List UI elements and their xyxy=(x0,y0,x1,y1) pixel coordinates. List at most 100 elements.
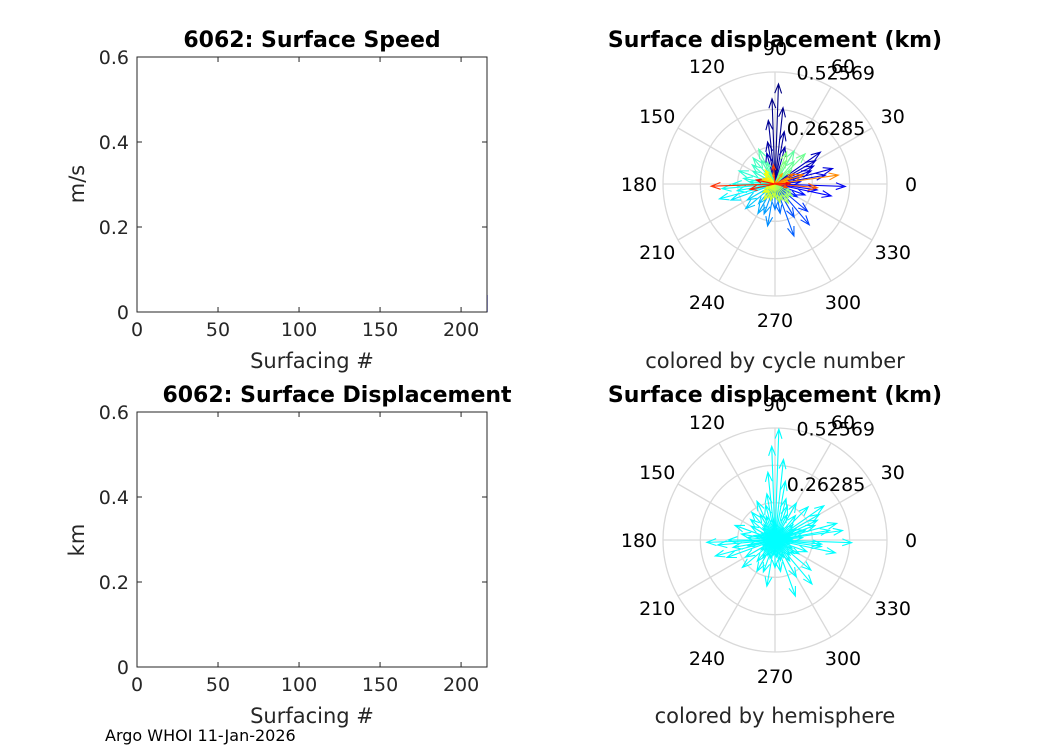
polar-hemisphere-arrow xyxy=(774,427,783,541)
polar-cycle-angle-label: 90 xyxy=(763,38,787,60)
polar-cycle-angle-label: 210 xyxy=(639,242,675,264)
displacement-x-tick-label: 100 xyxy=(281,674,317,696)
polar-hemisphere-arrow xyxy=(764,539,776,588)
polar-hemisphere-angle-label: 30 xyxy=(881,462,905,484)
polar-cycle-arrow xyxy=(774,82,783,185)
polar-hemisphere-arrow xyxy=(774,523,795,541)
polar-hemisphere-arrow xyxy=(761,539,776,559)
speed-x-tick-label: 50 xyxy=(206,319,230,341)
polar-hemisphere-arrow xyxy=(752,534,776,541)
polar-hemisphere-labels: 0 30 60 90 120 150 180 210 240 270 300 330 0.26285 0.… xyxy=(621,394,917,688)
polar-cycle-arrow xyxy=(774,183,790,205)
speed-x-axis-label: Surfacing # xyxy=(250,349,374,373)
speed-y-axis-label: m/s xyxy=(65,165,89,203)
polar-hemisphere-arrow xyxy=(774,539,794,549)
polar-cycle-chart: Surface displacement (km) 0 30 60 90 120 150 1… xyxy=(608,28,942,373)
speed-y-tick-label: 0.2 xyxy=(99,217,129,239)
speed-x-tick-label: 150 xyxy=(362,319,398,341)
polar-cycle-angle-label: 240 xyxy=(689,292,725,314)
polar-cycle-arrow xyxy=(774,169,793,185)
polar-cycle-arrow xyxy=(766,160,776,185)
polar-hemisphere-arrows xyxy=(705,427,854,598)
polar-cycle-angle-label: 180 xyxy=(621,174,657,196)
polar-cycle-labels: 0 30 60 90 120 150 180 210 240 270 300 330 0.26285 0.… xyxy=(621,38,917,332)
polar-hemisphere-arrow xyxy=(725,539,776,559)
polar-hemisphere-chart: Surface displacement (km) 0 30 60 90 120 150 1… xyxy=(608,383,942,728)
polar-hemisphere-angle-label: 60 xyxy=(831,412,855,434)
polar-hemisphere-arrow xyxy=(774,526,785,541)
speed-x-tick-label: 200 xyxy=(443,319,479,341)
polar-cycle-angle-label: 0 xyxy=(905,174,917,196)
speed-axes: 0 50 100 150 200 0 0.2 0.4 0.6 xyxy=(99,47,488,341)
polar-hemisphere-arrow xyxy=(768,539,776,561)
polar-hemisphere-arrow xyxy=(741,539,776,569)
footer-text: Argo WHOI 11-Jan-2026 xyxy=(105,726,296,745)
polar-hemisphere-arrow xyxy=(774,539,782,563)
polar-cycle-arrows xyxy=(709,82,847,238)
polar-cycle-arrow xyxy=(774,173,796,185)
polar-hemisphere-arrow xyxy=(768,444,776,541)
polar-cycle-radius-label: 0.26285 xyxy=(787,118,866,140)
polar-hemisphere-angle-label: 90 xyxy=(763,394,787,416)
polar-hemisphere-arrow xyxy=(774,529,807,541)
polar-hemisphere-arrow xyxy=(774,522,839,541)
speed-x-tick-label: 0 xyxy=(131,319,143,341)
polar-hemisphere-arrow xyxy=(774,504,826,541)
speed-chart-title: 6062: Surface Speed xyxy=(183,28,440,53)
displacement-plot-frame xyxy=(136,411,488,668)
polar-cycle-arrow xyxy=(774,183,789,189)
polar-hemisphere-arrow xyxy=(774,479,788,541)
displacement-x-tick-label: 200 xyxy=(443,674,479,696)
polar-hemisphere-angle-label: 330 xyxy=(875,598,911,620)
polar-cycle-angle-label: 150 xyxy=(639,106,675,128)
polar-cycle-angle-label: 300 xyxy=(825,292,861,314)
polar-hemisphere-title: Surface displacement (km) xyxy=(608,383,942,408)
polar-cycle-angle-label: 330 xyxy=(875,242,911,264)
polar-cycle-arrow xyxy=(774,183,782,205)
polar-hemisphere-arrow xyxy=(774,537,794,542)
polar-cycle-arrow xyxy=(774,182,820,191)
speed-plot-frame xyxy=(136,56,488,313)
speed-y-tick-label: 0.4 xyxy=(99,132,129,154)
speed-bar-chart: 6062: Surface Speed 0 50 100 150 20000.20.40… xyxy=(65,28,488,373)
polar-hemisphere-arrow xyxy=(774,539,824,548)
polar-cycle-arrow xyxy=(774,149,795,185)
speed-y-tick-label: 0 xyxy=(117,302,129,324)
displacement-y-tick-label: 0.6 xyxy=(99,402,129,424)
polar-hemisphere-arrow xyxy=(770,517,777,541)
polar-hemisphere-arrow xyxy=(774,497,788,541)
polar-hemisphere-angle-label: 150 xyxy=(639,462,675,484)
polar-hemisphere-arrow xyxy=(774,457,787,541)
polar-hemisphere-arrow xyxy=(774,539,796,598)
polar-hemisphere-arrow xyxy=(774,539,814,586)
polar-hemisphere-caption: colored by hemisphere xyxy=(655,704,896,728)
speed-y-tick-label: 0.6 xyxy=(99,47,129,69)
polar-hemisphere-angle-label: 300 xyxy=(825,648,861,670)
polar-hemisphere-arrow xyxy=(774,527,845,541)
polar-cycle-caption: colored by cycle number xyxy=(645,349,905,373)
displacement-y-axis-label: km xyxy=(65,524,89,557)
polar-cycle-arrow xyxy=(737,170,776,185)
polar-hemisphere-angle-label: 240 xyxy=(689,648,725,670)
polar-hemisphere-arrow xyxy=(774,505,810,541)
polar-cycle-angle-label: 60 xyxy=(831,56,855,78)
polar-cycle-arrow xyxy=(774,152,807,185)
polar-hemisphere-arrow xyxy=(765,514,776,541)
polar-cycle-arrow xyxy=(771,163,777,185)
displacement-bar-chart: 6062: Surface Displacement 0 50 100 150 2000… xyxy=(65,383,512,728)
polar-hemisphere-radius-label: 0.52569 xyxy=(796,419,875,441)
polar-cycle-arrow xyxy=(774,181,792,186)
polar-hemisphere-arrow xyxy=(705,538,776,547)
polar-hemisphere-angle-label: 180 xyxy=(621,530,657,552)
polar-hemisphere-angle-label: 210 xyxy=(639,598,675,620)
polar-cycle-arrow xyxy=(774,183,794,198)
displacement-x-tick-label: 150 xyxy=(362,674,398,696)
polar-cycle-arrow xyxy=(774,129,787,185)
polar-cycle-arrow xyxy=(754,178,776,185)
polar-cycle-angle-label: 270 xyxy=(757,310,793,332)
polar-cycle-arrow xyxy=(774,172,784,185)
polar-hemisphere-arrow xyxy=(774,539,813,572)
polar-hemisphere-arrow xyxy=(733,524,776,541)
polar-hemisphere-angle-label: 120 xyxy=(689,412,725,434)
polar-cycle-angle-label: 30 xyxy=(881,106,905,128)
